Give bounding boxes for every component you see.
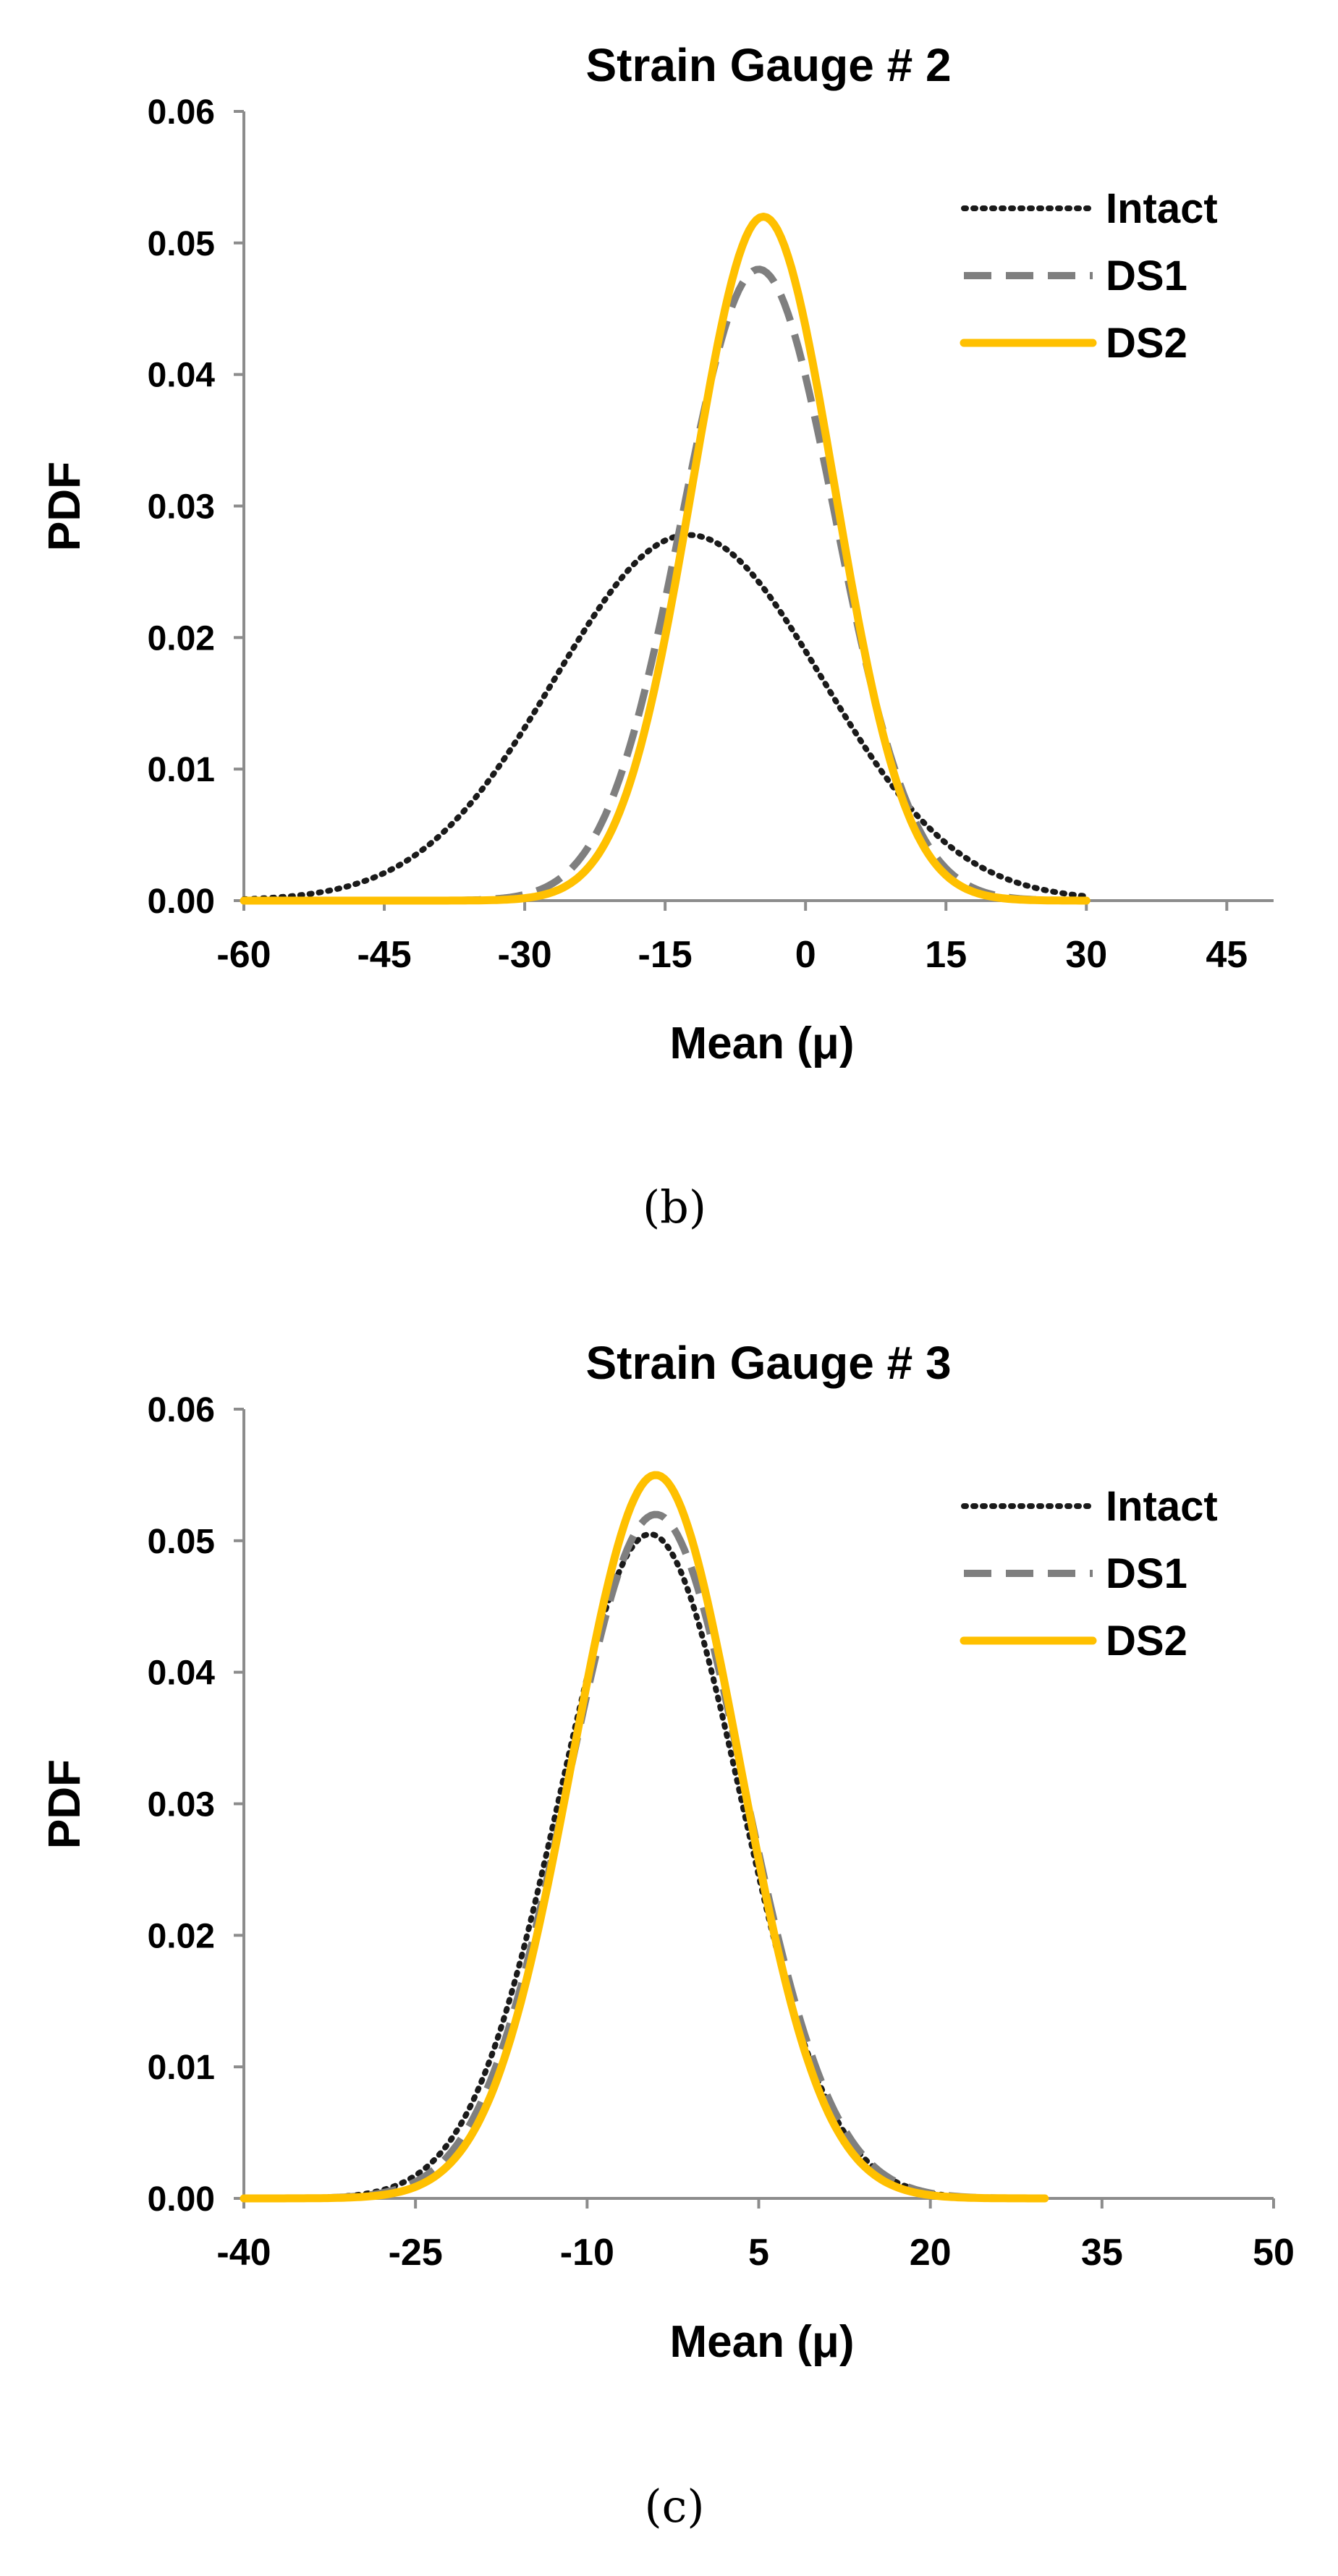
legend-label-intact: Intact [1106, 185, 1218, 232]
x-tick-label: -60 [216, 934, 271, 976]
x-tick-label: -15 [638, 934, 693, 976]
y-tick-label: 0.00 [148, 883, 215, 921]
x-tick-label: 30 [1065, 934, 1107, 976]
y-axis-label: PDF [40, 1759, 90, 1849]
series-line-ds1 [243, 1510, 1046, 2202]
plot-area [240, 1471, 1049, 2203]
legend: Intact DS1 DS2 [960, 185, 1218, 367]
x-axis-label: Mean (μ) [670, 2317, 855, 2367]
x-ticks: -60 -45 -30 -15 0 15 30 45 [216, 901, 1248, 976]
series-line-ds2 [240, 1471, 1049, 2203]
y-ticks: 0.00 0.01 0.02 0.03 0.04 0.05 0.06 [148, 1391, 244, 2219]
y-tick-label: 0.01 [148, 2049, 215, 2087]
x-tick-label: 20 [910, 2232, 952, 2274]
series-line-intact [241, 1531, 1048, 2201]
x-tick-label: 15 [925, 934, 967, 976]
y-tick-label: 0.06 [148, 93, 215, 132]
x-tick-label: 5 [748, 2232, 769, 2274]
x-ticks: -40 -25 -10 5 20 35 50 [216, 2198, 1295, 2274]
legend-label-ds2: DS2 [1106, 320, 1187, 367]
y-tick-label: 0.05 [148, 1523, 215, 1561]
legend: Intact DS1 DS2 [960, 1483, 1218, 1665]
chart-title: Strain Gauge # 3 [585, 1337, 951, 1389]
y-tick-label: 0.04 [148, 1654, 216, 1693]
y-tick-label: 0.02 [148, 1917, 215, 1955]
series-line-ds1 [243, 265, 1087, 904]
panel-caption: (c) [644, 2480, 704, 2533]
chart-title: Strain Gauge # 2 [585, 39, 951, 91]
x-tick-label: -10 [560, 2232, 614, 2274]
x-tick-label: 35 [1081, 2232, 1123, 2274]
panel-caption: (b) [643, 1181, 706, 1233]
y-tick-label: 0.06 [148, 1391, 215, 1429]
x-tick-label: -40 [216, 2232, 271, 2274]
x-tick-label: 45 [1206, 934, 1248, 976]
x-axis-label: Mean (μ) [670, 1019, 855, 1068]
x-tick-label: 50 [1253, 2232, 1295, 2274]
y-axis-label: PDF [40, 462, 90, 551]
x-tick-label: 0 [795, 934, 816, 976]
legend-label-ds2: DS2 [1106, 1618, 1187, 1665]
x-tick-label: -25 [389, 2232, 443, 2274]
y-tick-label: 0.02 [148, 619, 215, 658]
y-tick-label: 0.03 [148, 488, 215, 527]
chart-panel-strain-gauge-3: Strain Gauge # 3 PDF Mean (μ) (c) 0.000.… [40, 1337, 1295, 2533]
legend-label-ds1: DS1 [1106, 1550, 1187, 1597]
series-line-intact [241, 532, 1090, 902]
y-tick-label: 0.04 [148, 357, 216, 395]
y-tick-label: 0.01 [148, 751, 215, 789]
x-tick-label: -30 [498, 934, 552, 976]
legend-label-ds1: DS1 [1106, 252, 1187, 299]
y-tick-label: 0.05 [148, 225, 215, 263]
chart-panel-strain-gauge-2: Strain Gauge # 2 PDF Mean (μ) (b) 0.000.… [40, 39, 1274, 1233]
plot-area [240, 213, 1091, 905]
y-ticks: 0.00 0.01 0.02 0.03 0.04 0.05 0.06 [148, 93, 244, 921]
x-tick-label: -45 [357, 934, 411, 976]
legend-label-intact: Intact [1106, 1483, 1218, 1530]
series-line-ds2 [240, 213, 1091, 905]
y-tick-label: 0.00 [148, 2180, 215, 2219]
y-tick-label: 0.03 [148, 1786, 215, 1824]
